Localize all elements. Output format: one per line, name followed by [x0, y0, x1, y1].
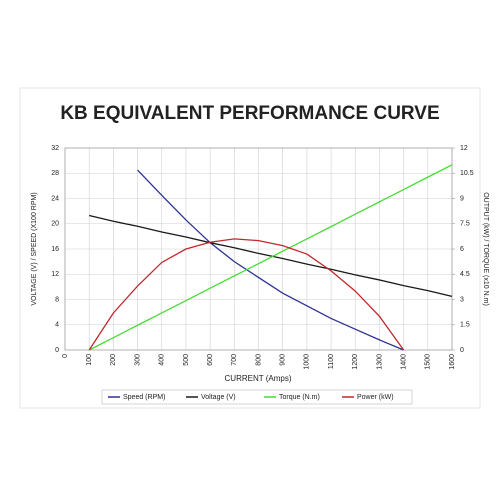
- series-line: [137, 169, 404, 351]
- y-tick-label: 24: [51, 195, 59, 202]
- y2-tick-label: 12: [460, 145, 468, 152]
- y-tick-label: 32: [51, 145, 59, 152]
- y-tick-label: 28: [51, 170, 59, 177]
- chart-title: KB EQUIVALENT PERFORMANCE CURVE: [60, 103, 439, 124]
- series-line: [88, 238, 405, 351]
- x-tick-label: 600: [207, 354, 214, 366]
- x-tick-label: 100: [86, 354, 93, 366]
- legend-box: [101, 389, 413, 405]
- series-line: [88, 164, 453, 351]
- legend-label: Torque (N.m): [279, 394, 320, 401]
- y2-tick-label: 3: [460, 296, 464, 303]
- plot-border: [64, 147, 453, 351]
- x-axis-label: CURRENT (Amps): [225, 374, 292, 383]
- legend-label: Voltage (V): [201, 394, 236, 401]
- x-tick-label: 400: [159, 354, 166, 366]
- y-tick-label: 20: [51, 221, 59, 228]
- y2-tick-label: 9: [460, 195, 464, 202]
- x-tick-label: 200: [110, 354, 117, 366]
- legend-label: Power (kW): [357, 394, 394, 401]
- x-tick-label: 500: [183, 354, 190, 366]
- x-tick-label: 0: [62, 354, 69, 358]
- x-tick-label: 1000: [304, 354, 311, 370]
- x-tick-label: 1100: [328, 354, 335, 369]
- legend-label: Speed (RPM): [123, 394, 165, 401]
- x-tick-label: 900: [280, 354, 287, 366]
- y-tick-label: 16: [51, 246, 59, 253]
- series-line: [89, 214, 453, 297]
- y2-tick-label: 0: [460, 347, 464, 354]
- y2-tick-label: 7.5: [460, 221, 470, 228]
- y-tick-label: 0: [55, 347, 59, 354]
- x-tick-label: 700: [231, 354, 238, 366]
- y2-tick-label: 1.5: [460, 322, 470, 329]
- y-tick-label: 8: [55, 296, 59, 303]
- y2-tick-label: 4.5: [460, 271, 470, 278]
- x-tick-label: 1600: [449, 354, 456, 370]
- x-tick-label: 300: [134, 354, 141, 366]
- x-tick-label: 1200: [352, 354, 359, 370]
- x-tick-label: 1500: [425, 354, 432, 370]
- x-tick-label: 1300: [376, 354, 383, 370]
- y2-axis-label: OUTPUT (kW) / TORQUE (x10 N.m): [482, 192, 489, 306]
- x-tick-label: 1400: [400, 354, 407, 370]
- y2-tick-label: 10.5: [460, 170, 474, 177]
- y-axis-label: VOLTAGE (V) / SPEED (X100 RPM): [31, 192, 38, 305]
- y2-tick-label: 6: [460, 246, 464, 253]
- y-tick-label: 4: [55, 322, 59, 329]
- x-tick-label: 800: [255, 354, 262, 366]
- y-tick-label: 12: [51, 271, 59, 278]
